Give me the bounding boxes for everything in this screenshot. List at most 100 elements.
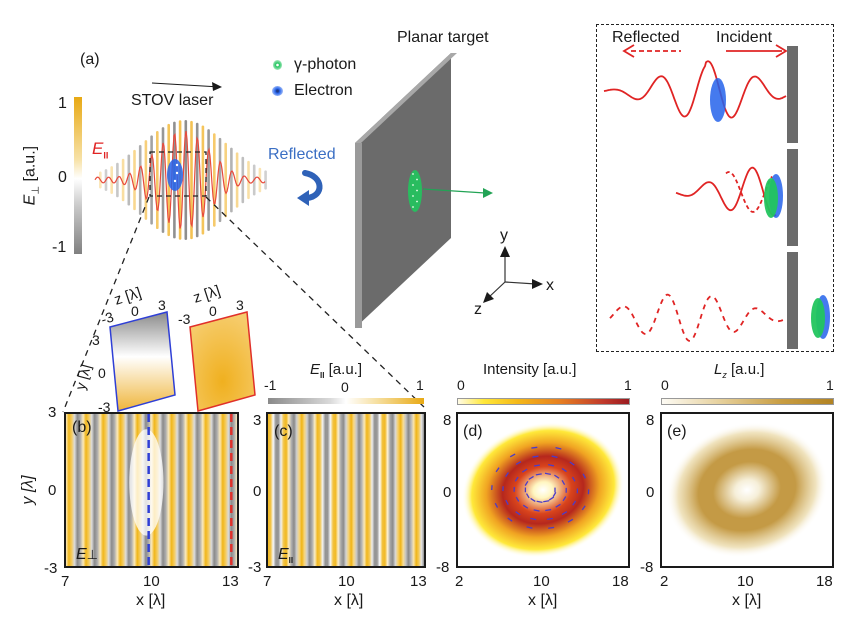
poynting-arrow [507,517,513,522]
panel-b-ytick-bottom: -3 [44,560,58,577]
coordinate-axes [483,246,543,303]
phase-singularity [129,429,164,536]
e-perp-colorbar [74,97,82,254]
panel-e-cbar-label: Lz [a.u.] [714,362,764,380]
panel-e-ytick-bottom: -8 [640,559,654,576]
poynting-arrow [555,503,561,508]
slice-red-z-tick-neg: -3 [178,311,191,327]
panel-c-xtick-mid: 10 [338,573,355,590]
reflected-curved-arrow-icon [297,170,323,206]
schematic-incident-label: Incident [716,29,773,46]
laser-stripe [224,142,227,218]
incident-arrow-head [775,44,788,58]
panel-e-xtick-left: 2 [660,573,669,590]
legend-label-electron: Electron [294,82,353,99]
panel-c-plot [266,412,426,568]
panel-e-cbar-tick-0: 0 [661,377,669,393]
particle-cluster-3 [811,295,830,339]
poynting-arrow [521,468,528,473]
panel-c-xlabel: x [λ] [334,592,364,609]
e-parallel-subscript: II [103,150,109,161]
target-segment-3 [787,252,798,349]
panel-b-xtick-mid: 10 [143,573,160,590]
poynting-arrow [571,476,576,482]
intensity-ring [462,422,624,558]
panel-c-cbar-tick-neg: -1 [264,377,277,393]
e-perp-cbar-tick-bottom: -1 [52,239,67,256]
panel-d-heatmap [462,422,624,558]
laser-stripe [247,160,250,200]
laser-stripe [190,120,193,240]
poynting-arrow [530,497,536,503]
poynting-arrow [561,511,568,516]
poynting-arrow [572,500,577,506]
panel-e-cbar-units: [a.u.] [726,361,765,378]
panel-d-colorbar [457,398,630,405]
reflected-wave-3 [609,293,787,342]
e-perp-cbar-tick-top: 1 [58,95,67,112]
poynting-arrow [561,467,567,473]
laser-stripe [144,140,148,220]
e-parallel-wave [94,131,266,229]
stov-laser-label: STOV laser [131,92,214,109]
panel-b-field-label: E⊥ [76,547,98,563]
target-segment-1 [787,46,798,143]
panel-e-xtick-right: 18 [816,573,833,590]
slice-y-tick-mid: 0 [98,365,106,381]
panel-e-ytick-top: 8 [646,412,655,429]
poynting-arrow [515,461,522,466]
panel-e-cbar-subscript: z [722,370,727,380]
panel-c-cbar-tick-pos: 1 [416,377,424,393]
panel-b-heatmap [66,414,237,566]
panel-e-ytick-mid: 0 [646,484,655,501]
slice-y-tick-bottom: -3 [98,399,111,415]
gamma-dot [416,200,418,203]
panel-d-ytick-top: 8 [443,412,452,429]
slice-y-tick-top: 3 [92,332,100,348]
panel-d-cbar-tick-1: 1 [624,377,632,393]
slice-red [189,311,256,412]
laser-stripe [121,158,125,202]
electron-dot-icon [272,86,283,96]
panel-b-field-subscript: ⊥ [86,547,98,562]
laser-stripe [235,152,239,208]
poynting-arrow [509,453,516,458]
panel-c-field-label: EII [278,547,293,565]
reflected-arrow-head [622,44,635,58]
electron-dot [173,179,177,183]
electron-dot [175,163,179,167]
poynting-arrow [554,474,560,479]
slice-red-z-tick-0: 0 [209,303,217,319]
poynting-arrow [552,491,557,497]
poynting-arrow [581,505,586,511]
poynting-arrow [569,461,575,466]
electron-cluster [167,159,183,191]
planar-target-label: Planar target [397,29,489,46]
poynting-arrow [555,446,562,450]
laser-stripe [116,162,119,198]
gamma-dot [412,173,414,175]
laser-stripe [230,147,233,213]
poynting-arrow [515,496,520,502]
planar-target [355,53,457,328]
gamma-photon-dot-icon [273,60,282,70]
poynting-arrow [545,508,552,512]
poynting-arrow [561,479,566,485]
e-parallel-label: EII [92,140,108,160]
panel-b-field-symbol: E [76,546,87,563]
panel-e-colorbar [661,398,834,405]
poynting-arrow [536,500,543,504]
panel-c-label: (c) [274,423,293,440]
incident-wave-2 [675,166,777,217]
panel-b-plot [64,412,239,568]
gamma-blob [408,170,422,212]
poynting-arrow [548,496,555,501]
laser-stripe [241,156,245,204]
panel-d-xlabel: x [λ] [528,592,558,609]
poynting-arrow [528,475,534,480]
reflected-label: Reflected [268,146,336,163]
poynting-arrow [567,518,574,523]
schematic-reflected-label: Reflected [612,29,680,46]
electron-blob [167,159,183,191]
panel-c-xtick-left: 7 [263,573,272,590]
